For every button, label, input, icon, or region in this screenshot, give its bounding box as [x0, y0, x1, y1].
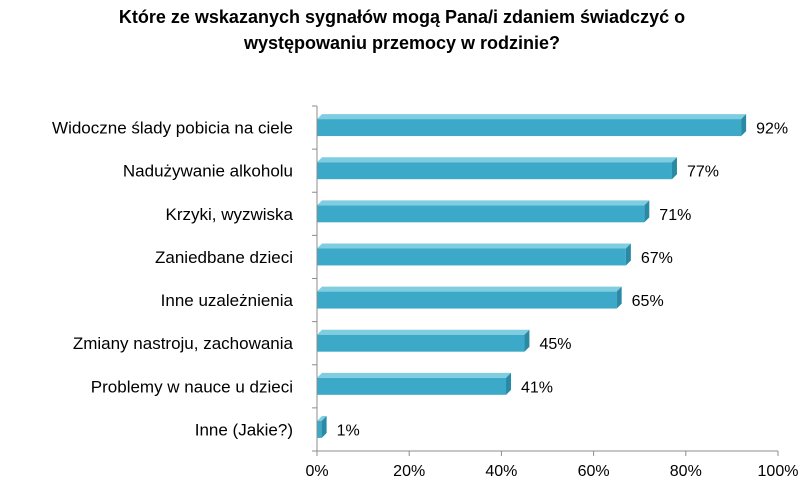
bar-top-3: [317, 243, 631, 249]
bars-group: [317, 114, 747, 438]
labels-group: Widoczne ślady pobicia na ciele 92% Naduży…: [52, 119, 798, 480]
data-label-0: 92%: [756, 121, 788, 138]
bar-side-5: [524, 329, 530, 352]
category-label-6: Problemy w nauce u dzieci: [91, 377, 293, 396]
bar-top-6: [317, 372, 512, 378]
bar-2: [317, 205, 645, 223]
chart-title: Które ze wskazanych sygnałów mogą Pana/i…: [0, 4, 804, 56]
bar-top-4: [317, 286, 622, 292]
data-label-5: 45%: [539, 336, 571, 353]
bar-side-0: [741, 114, 747, 137]
chart-title-line-2: występowaniu przemocy w rodzinie?: [243, 33, 561, 53]
bar-1: [317, 162, 672, 180]
chart-title-line-1: Które ze wskazanych sygnałów mogą Pana/i…: [118, 7, 686, 27]
data-label-1: 77%: [687, 164, 719, 181]
data-label-4: 65%: [632, 293, 664, 310]
bar-side-4: [616, 286, 622, 309]
category-label-3: Zaniedbane dzieci: [155, 248, 293, 267]
bar-side-7: [321, 415, 327, 438]
bar-top-1: [317, 157, 677, 163]
data-label-2: 71%: [659, 207, 691, 224]
x-tick-label-3: 60%: [578, 463, 610, 480]
bar-side-1: [671, 157, 677, 180]
bar-side-3: [625, 243, 631, 266]
category-label-4: Inne uzależnienia: [161, 291, 294, 310]
x-tick-label-0: 0%: [305, 463, 328, 480]
bar-top-2: [317, 200, 650, 206]
category-label-0: Widoczne ślady pobicia na ciele: [52, 119, 293, 138]
x-tick-label-4: 80%: [670, 463, 702, 480]
category-label-2: Krzyki, wyzwiska: [165, 205, 293, 224]
bar-top-5: [317, 329, 530, 335]
bar-top-0: [317, 114, 747, 120]
bar-3: [317, 248, 626, 266]
bar-6: [317, 377, 507, 395]
bar-side-2: [644, 200, 650, 223]
axes-group: [312, 105, 779, 456]
data-label-7: 1%: [337, 422, 360, 439]
category-label-1: Nadużywanie alkoholu: [123, 162, 293, 181]
data-label-3: 67%: [641, 250, 673, 267]
x-tick-label-2: 40%: [485, 463, 517, 480]
bar-4: [317, 291, 617, 309]
bar-7: [317, 420, 322, 438]
bar-0: [317, 119, 742, 137]
x-tick-label-1: 20%: [393, 463, 425, 480]
bar-top-7: [317, 415, 327, 421]
bar-side-6: [506, 372, 512, 395]
category-label-5: Zmiany nastroju, zachowania: [73, 334, 294, 353]
category-label-7: Inne (Jakie?): [195, 420, 293, 439]
x-tick-label-5: 100%: [758, 463, 799, 480]
data-label-6: 41%: [521, 379, 553, 396]
bar-5: [317, 334, 525, 352]
